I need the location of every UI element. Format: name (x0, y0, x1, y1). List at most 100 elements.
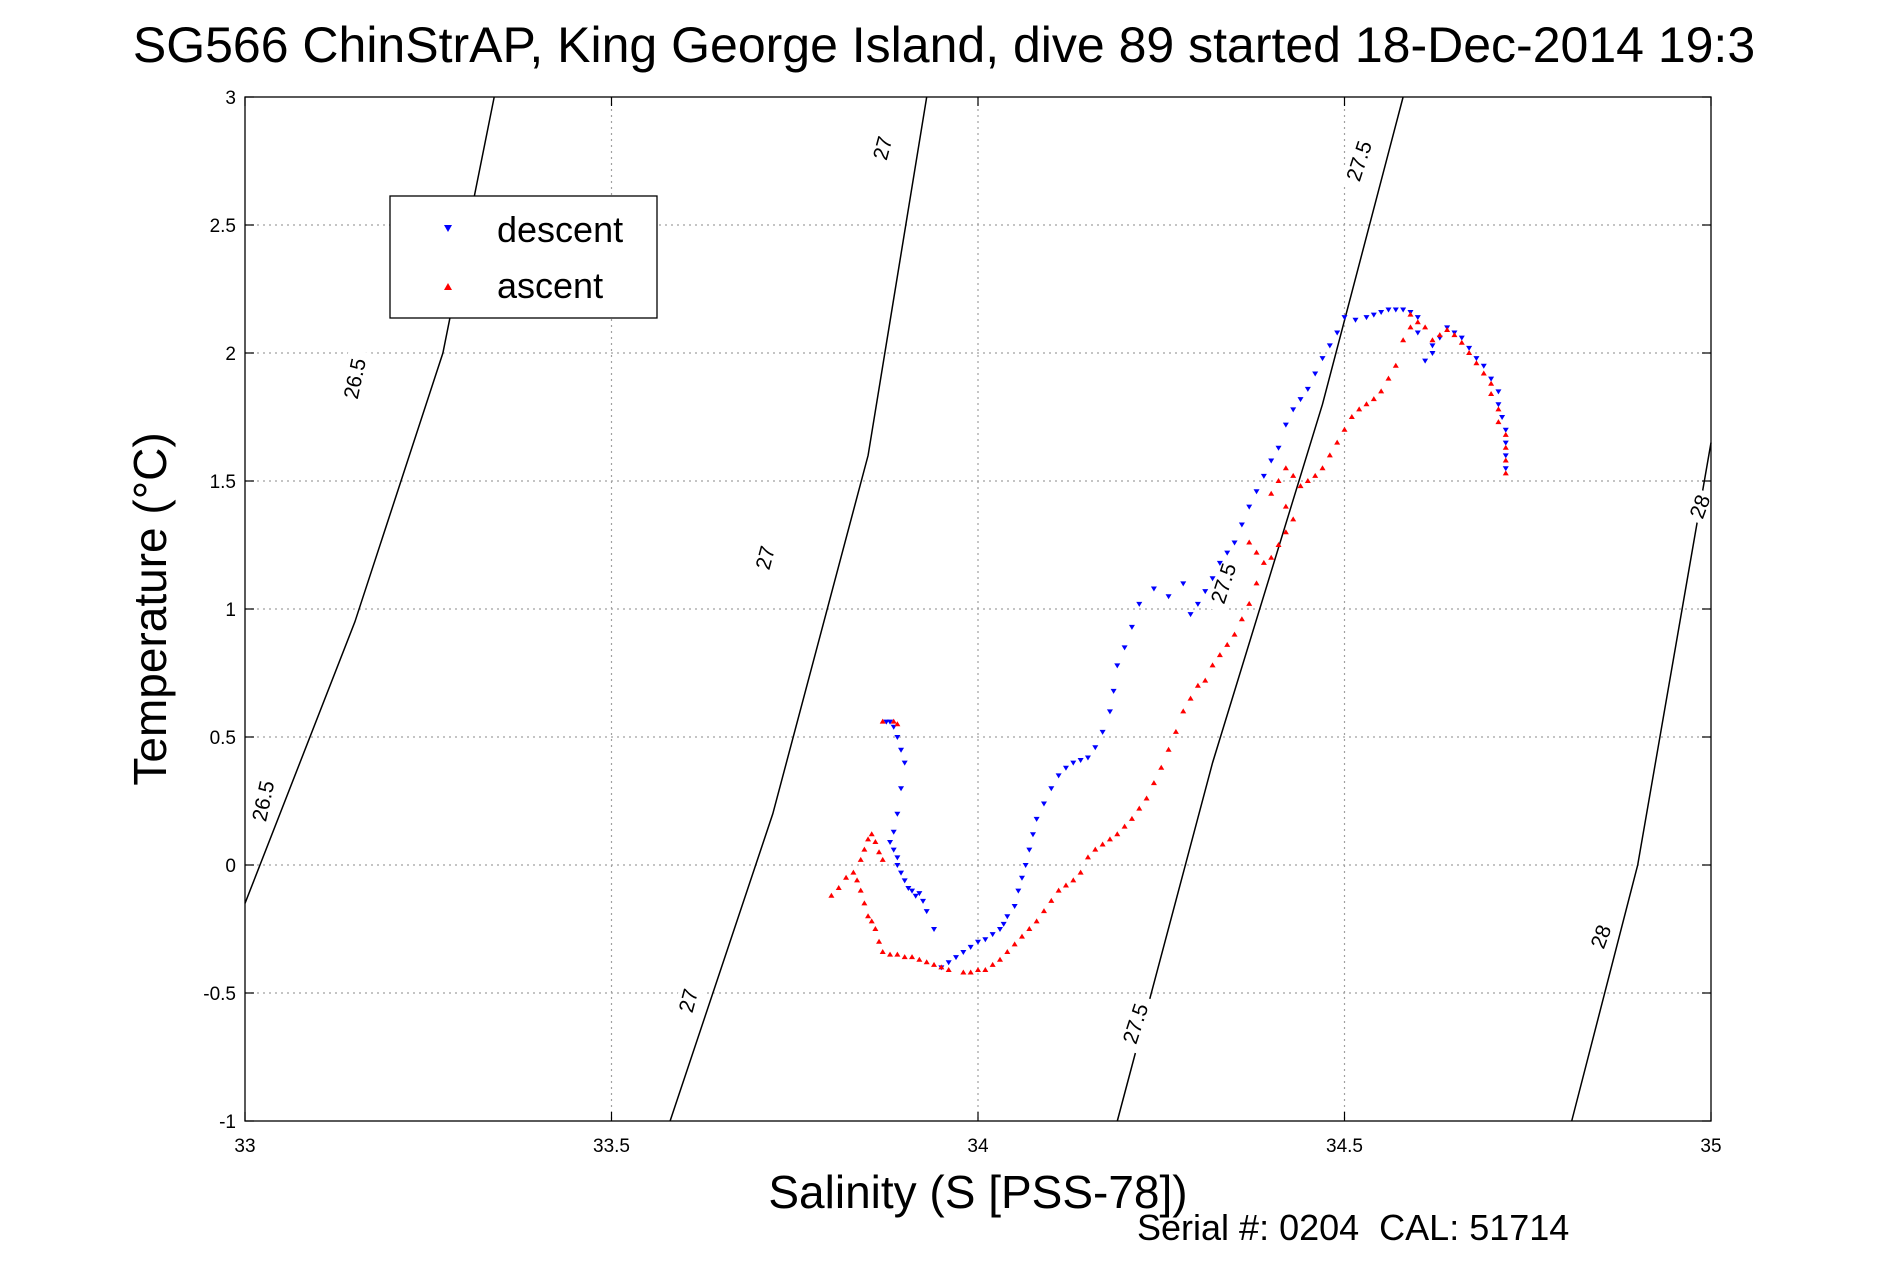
descent-point (1363, 315, 1370, 321)
ascent-point (1099, 841, 1106, 847)
descent-point (1070, 760, 1077, 766)
contour-label-bg (1339, 130, 1380, 192)
ascent-point (1084, 854, 1091, 860)
descent-point (1352, 317, 1359, 323)
descent-point (1246, 504, 1253, 510)
y-tick-label: 0.5 (210, 728, 236, 749)
ascent-point (868, 918, 875, 924)
ascent-point (1312, 472, 1319, 478)
descent-point (898, 747, 905, 753)
ascent-point (1458, 339, 1465, 345)
descent-point (1062, 765, 1069, 771)
ascent-point (1429, 337, 1436, 343)
descent-point (982, 937, 989, 943)
y-axis-label: Temperature (°C) (124, 432, 176, 785)
legend-ascent-label: ascent (497, 265, 603, 306)
ascent-point (879, 856, 886, 862)
ascent-point (1209, 662, 1216, 668)
ascent-point (872, 838, 879, 844)
descent-point (1018, 875, 1025, 881)
contour-label-bg (1683, 487, 1717, 526)
ascent-point (1106, 836, 1113, 842)
ascent-point (1026, 926, 1033, 931)
axis-ticks (244, 96, 1712, 1122)
descent-point (1231, 540, 1238, 546)
ascent-point (1040, 908, 1047, 914)
descent-point (1502, 440, 1509, 446)
ascent-point (975, 966, 981, 972)
descent-point (1312, 371, 1319, 377)
y-tick-label: -1 (219, 1112, 236, 1133)
ascent-point (1018, 933, 1025, 939)
contour-label-group: 27 (866, 129, 899, 167)
descent-point (1495, 389, 1502, 395)
descent-point (1194, 601, 1201, 607)
contour-sigma-27 (669, 96, 928, 1122)
y-tick-label: 2.5 (210, 216, 236, 237)
descent-point (1370, 312, 1377, 318)
descent-point (1275, 445, 1282, 451)
x-tick-label: 33 (234, 1136, 255, 1157)
ascent-point (1180, 708, 1187, 714)
descent-point (1026, 847, 1033, 853)
ascent-point (861, 900, 868, 906)
ascent-point (1385, 375, 1392, 381)
ascent-point (887, 951, 894, 957)
ascent-point (1326, 452, 1333, 458)
ascent-point (1011, 941, 1018, 947)
descent-point (996, 927, 1003, 932)
descent-point (1092, 745, 1099, 751)
ascent-point (1502, 457, 1509, 463)
ascent-point (1473, 360, 1480, 366)
ascent-point (828, 892, 835, 898)
descent-point (1216, 560, 1223, 566)
descent-point (894, 855, 901, 861)
ascent-point (1334, 439, 1341, 445)
ascent-point (996, 956, 1003, 962)
ascent-point (1231, 631, 1238, 637)
contour-label-bg (245, 771, 281, 831)
ascent-point (1444, 326, 1451, 332)
ascent-point (909, 954, 916, 960)
ascent-point (1414, 319, 1421, 325)
descent-point (975, 939, 981, 945)
descent-point (1414, 330, 1421, 336)
ascent-point (894, 951, 901, 957)
ascent-point (1356, 406, 1363, 412)
descent-point (1297, 397, 1304, 403)
contour-label-bg (672, 982, 705, 1020)
ascent-point (865, 913, 872, 919)
descent-point (1106, 709, 1113, 715)
descent-point (1429, 351, 1436, 356)
descent-point (1011, 903, 1018, 909)
descent-point (887, 839, 894, 845)
contour-label-bg (1584, 917, 1618, 956)
descent-point (1029, 832, 1036, 838)
ascent-point (1268, 554, 1275, 560)
series-ascent (828, 311, 1509, 975)
descent-point (1150, 586, 1157, 592)
descent-point (960, 950, 967, 956)
y-tick-labels: -1 -0.5 0 0.5 1 1.5 2 2.5 3 (203, 88, 236, 1133)
ascent-point (1202, 677, 1209, 683)
ascent-point (879, 718, 886, 724)
y-tick-label: -0.5 (203, 984, 236, 1005)
legend-descent-label: descent (497, 209, 623, 250)
descent-point (1004, 914, 1011, 920)
ascent-point (967, 969, 974, 975)
ascent-point (1488, 380, 1495, 386)
descent-point (1084, 755, 1091, 761)
descent-point (1495, 402, 1502, 408)
ascent-point (938, 964, 945, 970)
descent-point (1480, 363, 1487, 369)
ascent-point (843, 874, 850, 880)
descent-point (1033, 816, 1040, 822)
descent-point (909, 888, 916, 894)
ascent-point (1158, 764, 1165, 770)
ascent-point (1224, 641, 1231, 647)
ascent-point (1246, 539, 1253, 545)
ascent-point (1319, 465, 1326, 471)
ascent-point (1488, 390, 1495, 396)
descent-point (989, 932, 996, 938)
descent-point (1334, 330, 1341, 336)
